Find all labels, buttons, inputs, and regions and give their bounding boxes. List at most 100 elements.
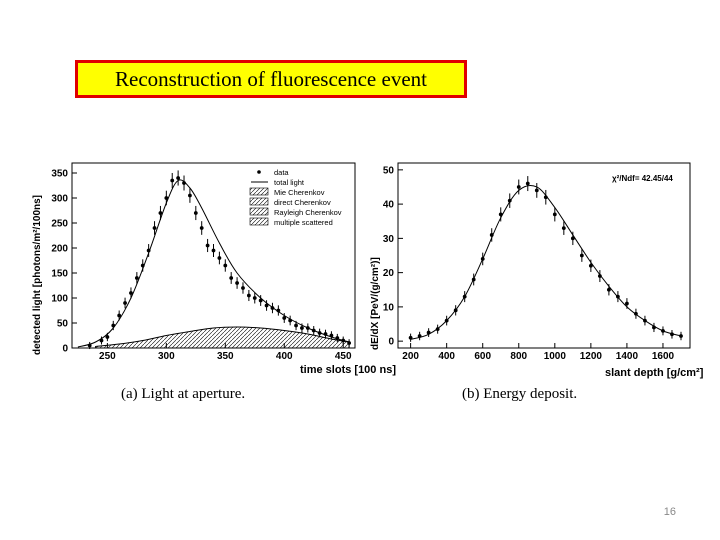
data-point: [158, 211, 163, 215]
data-point: [525, 181, 530, 186]
data-point: [188, 193, 192, 198]
data-point: [140, 263, 145, 268]
data-point: [597, 274, 602, 278]
y-tick-label: 250: [51, 219, 68, 230]
data-point: [176, 176, 181, 180]
fit-curve: [410, 184, 682, 340]
data-point: [543, 195, 548, 200]
legend-label: multiple scattered: [274, 218, 333, 227]
data-point: [87, 343, 92, 348]
data-point: [652, 325, 656, 330]
data-point: [311, 328, 316, 333]
data-point: [516, 185, 521, 189]
data-point: [182, 181, 186, 185]
legend-marker: [249, 217, 269, 226]
x-tick-label: 250: [99, 351, 116, 362]
data-point: [294, 323, 298, 328]
caption-b: (b) Energy deposit.: [462, 386, 578, 402]
data-point: [552, 212, 557, 217]
y-tick-label: 0: [62, 344, 68, 355]
legend-marker: [257, 170, 261, 174]
slide-title: Reconstruction of fluorescence event: [115, 66, 427, 91]
data-point: [341, 338, 346, 343]
data-point: [634, 311, 638, 316]
data-point: [579, 253, 584, 258]
data-point: [329, 333, 334, 338]
slide-title-box: Reconstruction of fluorescence event: [75, 60, 467, 98]
x-tick-label: 800: [510, 351, 527, 362]
data-point: [317, 331, 322, 335]
data-point: [661, 328, 665, 333]
x-tick-label: 200: [402, 351, 419, 362]
legend-label: Mie Cherenkov: [274, 188, 325, 197]
data-point: [305, 326, 310, 330]
y-tick-label: 300: [51, 194, 68, 205]
legend-marker: [249, 207, 269, 216]
y-tick-label: 100: [51, 294, 68, 305]
data-point: [417, 334, 422, 338]
data-point: [117, 313, 122, 318]
data-point: [534, 188, 539, 193]
cherenkov-area: [95, 326, 350, 349]
data-point: [408, 335, 413, 340]
data-point: [670, 332, 674, 337]
data-point: [264, 303, 269, 308]
data-point: [170, 178, 175, 183]
data-point: [507, 198, 512, 203]
data-point: [679, 334, 683, 338]
data-point: [205, 243, 210, 248]
data-point: [99, 338, 104, 343]
x-tick-label: 1600: [652, 351, 675, 362]
data-point: [643, 318, 647, 323]
x-tick-label: 450: [335, 351, 352, 362]
data-point: [625, 301, 629, 306]
y-tick-label: 50: [383, 165, 395, 176]
data-point: [462, 294, 467, 299]
legend-label: total light: [274, 178, 305, 187]
y-tick-label: 30: [383, 234, 395, 245]
y-tick-label: 20: [383, 268, 395, 279]
data-point: [252, 296, 257, 300]
chi2-annotation: χ²/Ndf= 42.45/44: [612, 174, 673, 183]
data-point: [561, 226, 566, 230]
data-point: [217, 256, 222, 260]
data-point: [270, 306, 275, 310]
axis-b-ylabel: dE/dX [PeV/(g/cm²)]: [370, 257, 381, 350]
data-point: [146, 248, 151, 253]
x-tick-label: 350: [217, 351, 234, 362]
axis-b-xlabel: slant depth [g/cm²]: [605, 367, 704, 379]
legend-label: Rayleigh Cherenkov: [274, 208, 342, 217]
data-point: [229, 276, 234, 280]
data-point: [246, 293, 251, 298]
data-point: [129, 291, 133, 295]
y-tick-label: 10: [383, 302, 395, 313]
page-number: 16: [663, 506, 676, 518]
data-point: [300, 326, 304, 330]
axis-a-xlabel: time slots [100 ns]: [300, 364, 396, 376]
axis-a-ylabel: detected light [photons/m²/100ns]: [32, 195, 43, 355]
data-point: [480, 257, 485, 261]
data-point: [489, 233, 494, 237]
y-tick-label: 50: [57, 319, 69, 330]
data-point: [426, 330, 431, 335]
caption-a: (a) Light at aperture.: [121, 386, 246, 402]
legend-label: direct Cherenkov: [274, 198, 331, 207]
data-point: [152, 226, 157, 230]
data-point: [134, 276, 139, 280]
x-tick-label: 1200: [580, 351, 603, 362]
data-point: [105, 335, 110, 339]
data-point: [288, 318, 293, 323]
data-point: [258, 298, 263, 303]
x-tick-label: 1000: [544, 351, 567, 362]
x-tick-label: 400: [276, 351, 293, 362]
y-tick-label: 200: [51, 244, 68, 255]
data-point: [435, 327, 440, 332]
plot-b-frame: [397, 162, 691, 349]
x-tick-label: 300: [158, 351, 175, 362]
data-point: [223, 263, 228, 268]
data-point: [453, 308, 458, 313]
data-point: [164, 196, 169, 200]
data-point: [235, 281, 239, 285]
data-point: [471, 277, 476, 282]
